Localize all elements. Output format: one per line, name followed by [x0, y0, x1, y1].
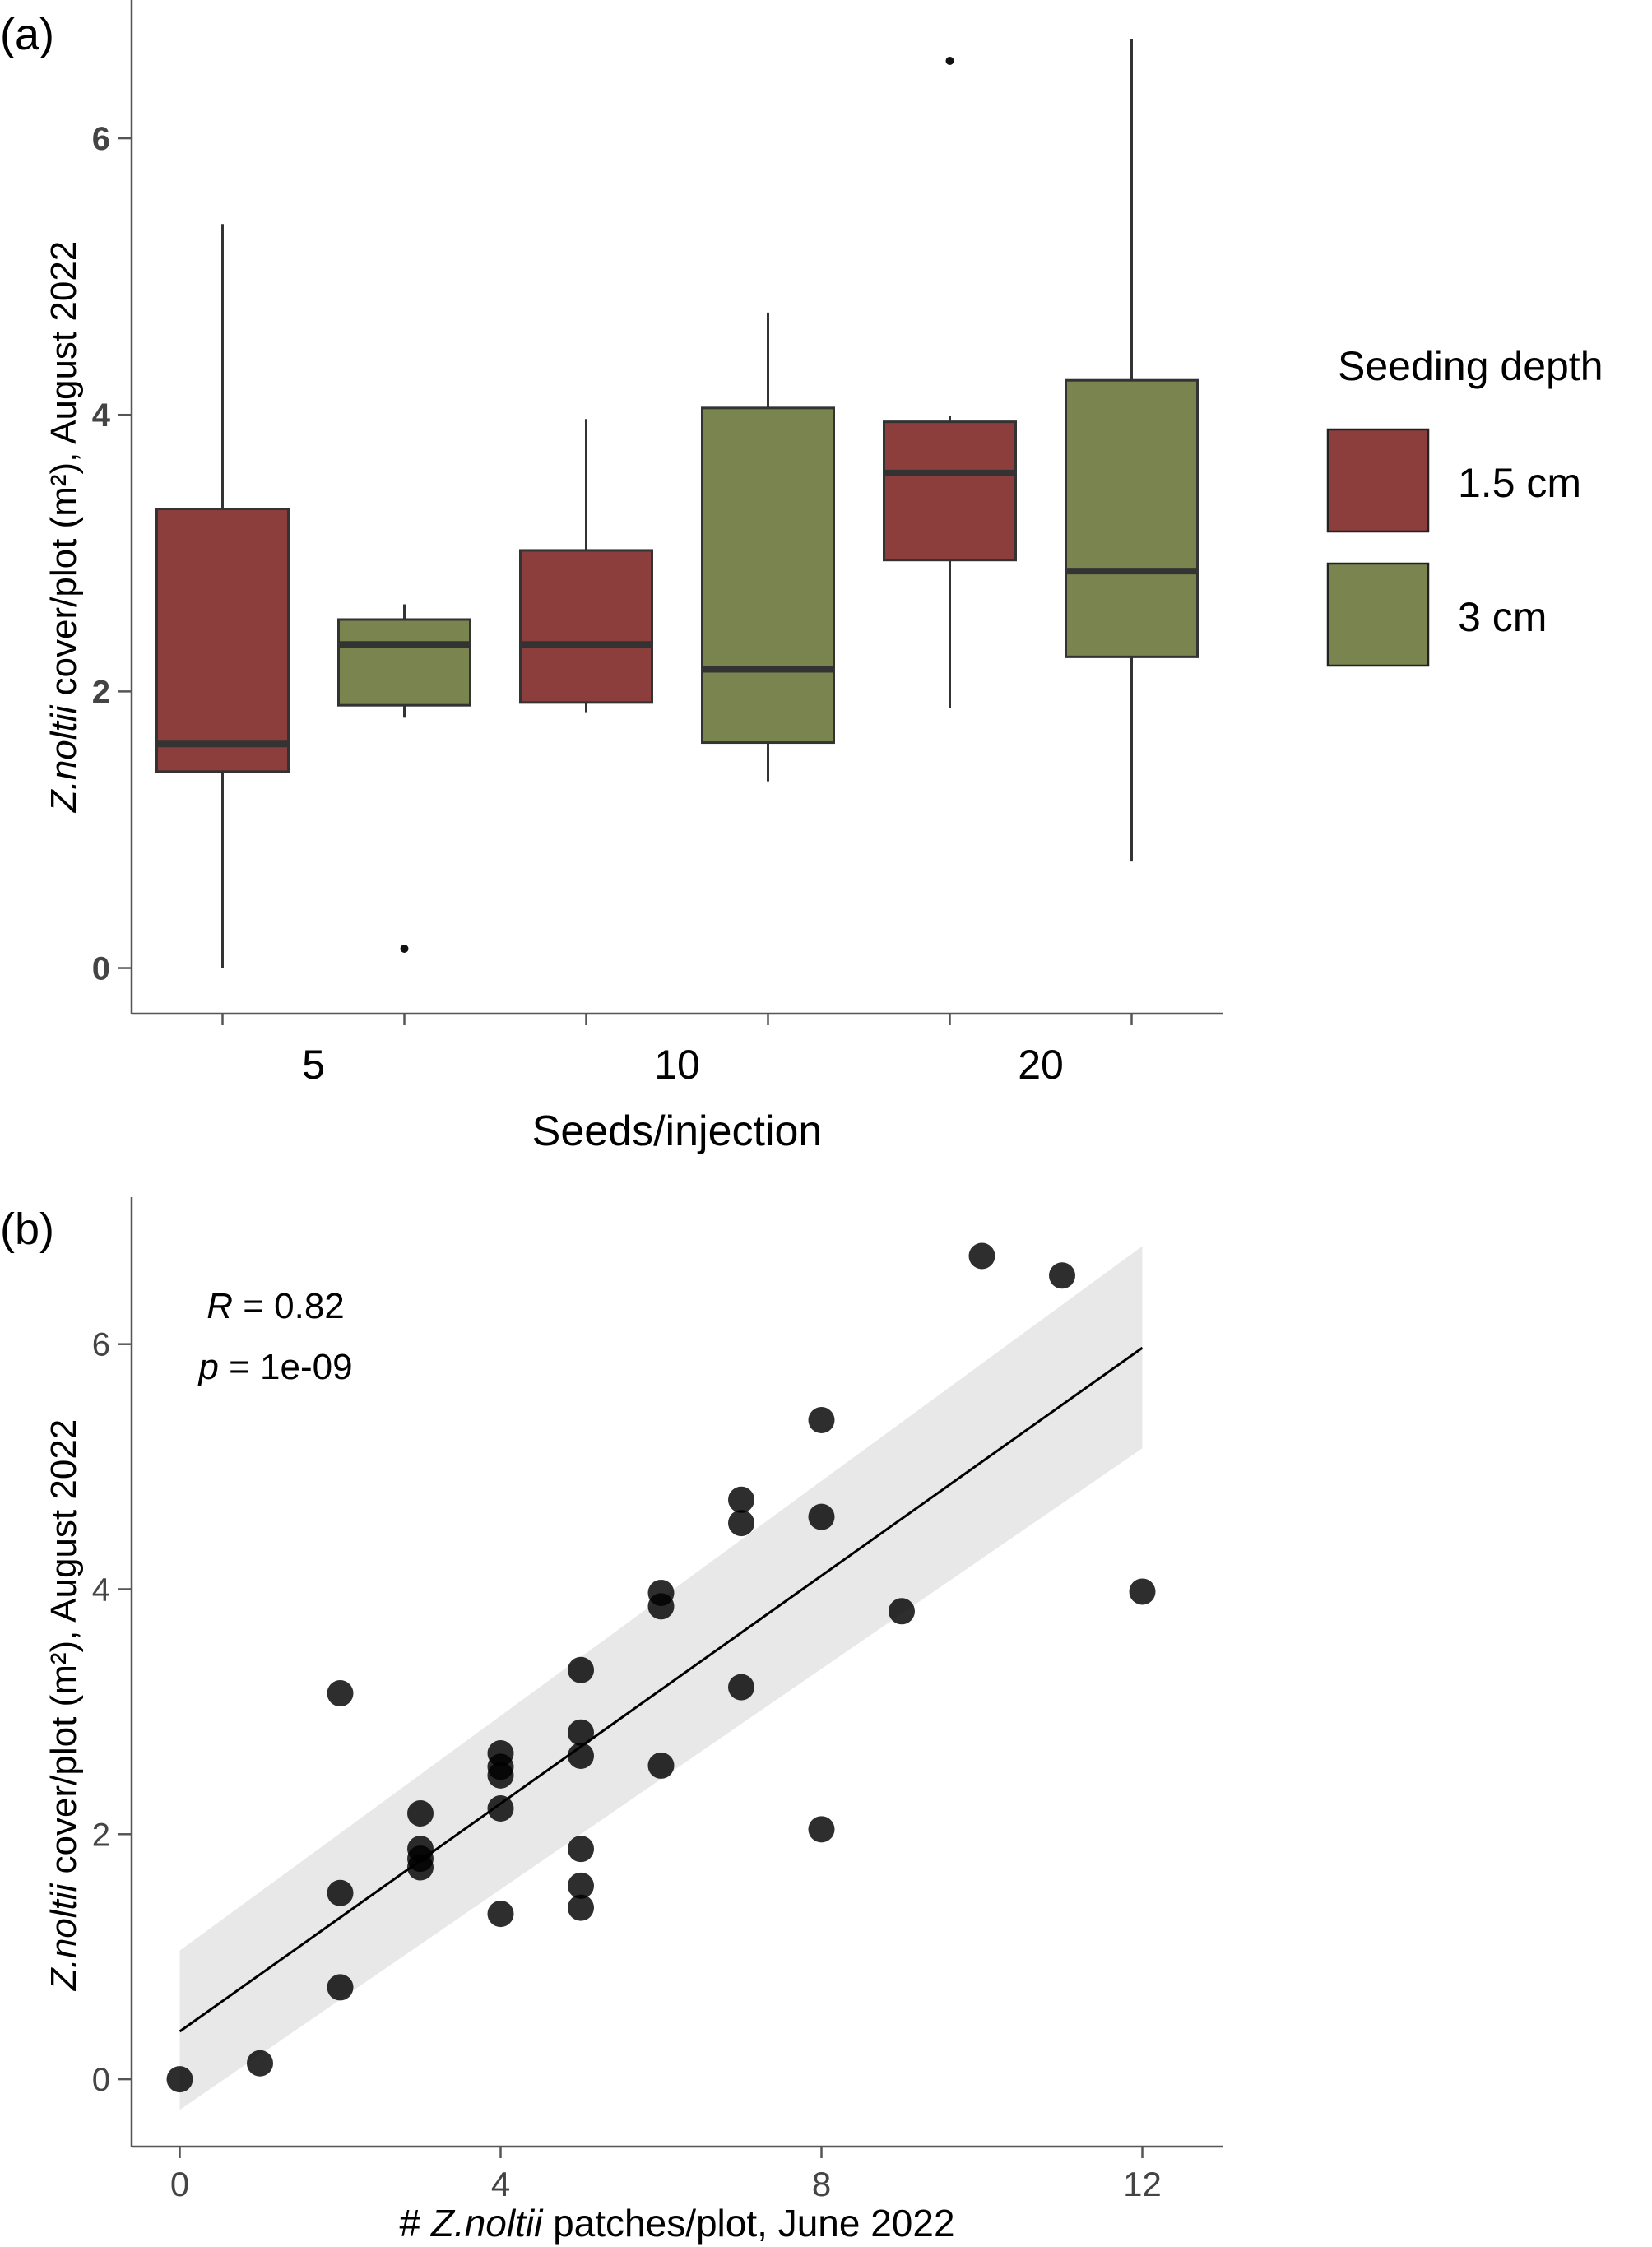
- scatter-point-32: [1129, 1578, 1156, 1605]
- panel-a-y-ticks: 0 2 4 6: [92, 121, 132, 987]
- scatter-point-7: [407, 1836, 434, 1863]
- scatter-point-15: [568, 1872, 594, 1899]
- box-5-3-cm: [337, 618, 471, 707]
- scatter-point-19: [568, 1656, 594, 1683]
- box-20-1-5-cm: [883, 420, 1017, 562]
- scatter-point-4: [327, 1680, 354, 1707]
- panel-b-tag: (b): [0, 1205, 54, 1254]
- scatter-point-25: [728, 1486, 754, 1513]
- y-tick-label-4: 4: [92, 397, 111, 434]
- correlation-r-value: = 0.82: [233, 1286, 345, 1326]
- scatter-point-16: [568, 1836, 594, 1863]
- panel-a-x-ticks: 5 10 20: [221, 1014, 1133, 1088]
- box-10-3-cm: [701, 406, 835, 745]
- correlation-r-annotation: R = 0.82: [206, 1286, 345, 1326]
- panel-b-x-axis-label-italic: Z.noltii: [430, 2202, 544, 2245]
- scatter-point-26: [808, 1816, 835, 1843]
- scatter-point-3: [327, 1879, 354, 1906]
- legend-swatch-1-5cm: [1326, 428, 1430, 533]
- box-20-3-cm: [1065, 378, 1199, 658]
- panel-a-tag: (a): [0, 10, 54, 59]
- panel-b-x-axis-label-rest: patches/plot, June 2022: [542, 2202, 954, 2245]
- legend-label-1-5cm: 1.5 cm: [1458, 460, 1581, 506]
- panel-b-y-axis-label: Z.noltii cover/plot (m²), August 2022: [44, 1419, 84, 1992]
- regression-confidence-band: [179, 1246, 1143, 2110]
- scatter-point-28: [808, 1407, 835, 1434]
- box-5-1-5-cm: [155, 508, 290, 773]
- y-tick-label-6: 6: [92, 121, 110, 157]
- panel-a-plot-area: [155, 39, 1199, 968]
- scatter-point-18: [568, 1719, 594, 1746]
- panel-b-y-axis-label-italic: Z.noltii: [44, 1883, 84, 1991]
- scatter-point-22: [647, 1579, 675, 1606]
- x-tick-label-5: 5: [302, 1042, 325, 1088]
- scatter-point-10: [487, 1795, 514, 1822]
- panel-b-x-axis-label-prefix: #: [399, 2202, 430, 2245]
- scatter-point-20: [647, 1752, 675, 1779]
- y-tick-label-2: 2: [92, 674, 110, 710]
- scatter-point-29: [889, 1598, 915, 1625]
- correlation-p-annotation: p = 1e-09: [197, 1347, 352, 1387]
- scatter-point-30: [968, 1242, 995, 1270]
- scatter-point-13: [487, 1740, 514, 1767]
- scatter-point-8: [407, 1799, 434, 1827]
- scatter-point-1: [247, 2050, 273, 2077]
- b-x-tick-label-8: 8: [812, 2165, 831, 2203]
- panel-b-y-axis-label-rest: cover/plot (m²), August 2022: [44, 1419, 84, 1884]
- panel-b-x-axis-label: # Z.noltii patches/plot, June 2022: [399, 2202, 954, 2245]
- panel-a-y-axis-label-italic: Z.noltii: [44, 704, 84, 813]
- regression-line: [179, 1346, 1144, 2033]
- panel-a: (a) Z.noltii cover/plot (m²), August 202…: [0, 0, 1603, 1155]
- box-10-1-5-cm: [519, 549, 653, 704]
- x-tick-label-20: 20: [1018, 1042, 1064, 1088]
- panel-b-y-ticks: 0 2 4 6: [92, 1327, 132, 2098]
- scatter-point-31: [1049, 1262, 1075, 1289]
- panel-b-x-ticks: 0 4 8 12: [170, 2147, 1162, 2203]
- panel-a-legend: Seeding depth 1.5 cm 3 cm: [1326, 343, 1603, 667]
- panel-b: (b) Z.noltii cover/plot (m²), August 202…: [0, 1197, 1223, 2245]
- legend-swatch-3cm: [1326, 562, 1430, 667]
- scatter-point-23: [728, 1674, 754, 1701]
- scatter-point-17: [568, 1742, 594, 1769]
- panel-b-plot-area: [166, 1242, 1156, 2110]
- scatter-point-14: [568, 1894, 594, 1921]
- legend-title: Seeding depth: [1338, 343, 1603, 389]
- b-y-tick-label-2: 2: [92, 1817, 110, 1853]
- scatter-point-2: [327, 1974, 354, 2001]
- box-20-1-5-cm-outlier-0: [945, 56, 954, 65]
- b-x-tick-label-0: 0: [170, 2165, 189, 2203]
- b-y-tick-label-6: 6: [92, 1327, 110, 1363]
- correlation-p-value: = 1e-09: [219, 1347, 353, 1387]
- y-tick-label-0: 0: [92, 951, 110, 987]
- panel-a-y-axis-label-rest: cover/plot (m²), August 2022: [44, 241, 84, 706]
- correlation-r-symbol: R: [206, 1286, 233, 1326]
- panel-a-y-axis-label: Z.noltii cover/plot (m²), August 2022: [44, 241, 84, 814]
- scatter-point-27: [808, 1503, 835, 1530]
- scatter-point-0: [166, 2066, 193, 2093]
- panel-a-x-axis-label: Seeds/injection: [532, 1107, 823, 1155]
- box-5-3-cm-outlier-0: [400, 945, 409, 954]
- b-y-tick-label-4: 4: [92, 1572, 110, 1608]
- b-x-tick-label-4: 4: [491, 2165, 510, 2203]
- scatter-point-9: [487, 1901, 514, 1928]
- x-tick-label-10: 10: [654, 1042, 700, 1088]
- correlation-p-symbol: p: [197, 1347, 218, 1387]
- b-y-tick-label-0: 0: [92, 2062, 110, 2098]
- scatter-point-24: [728, 1510, 754, 1537]
- legend-label-3cm: 3 cm: [1458, 594, 1547, 640]
- b-x-tick-label-12: 12: [1123, 2165, 1162, 2203]
